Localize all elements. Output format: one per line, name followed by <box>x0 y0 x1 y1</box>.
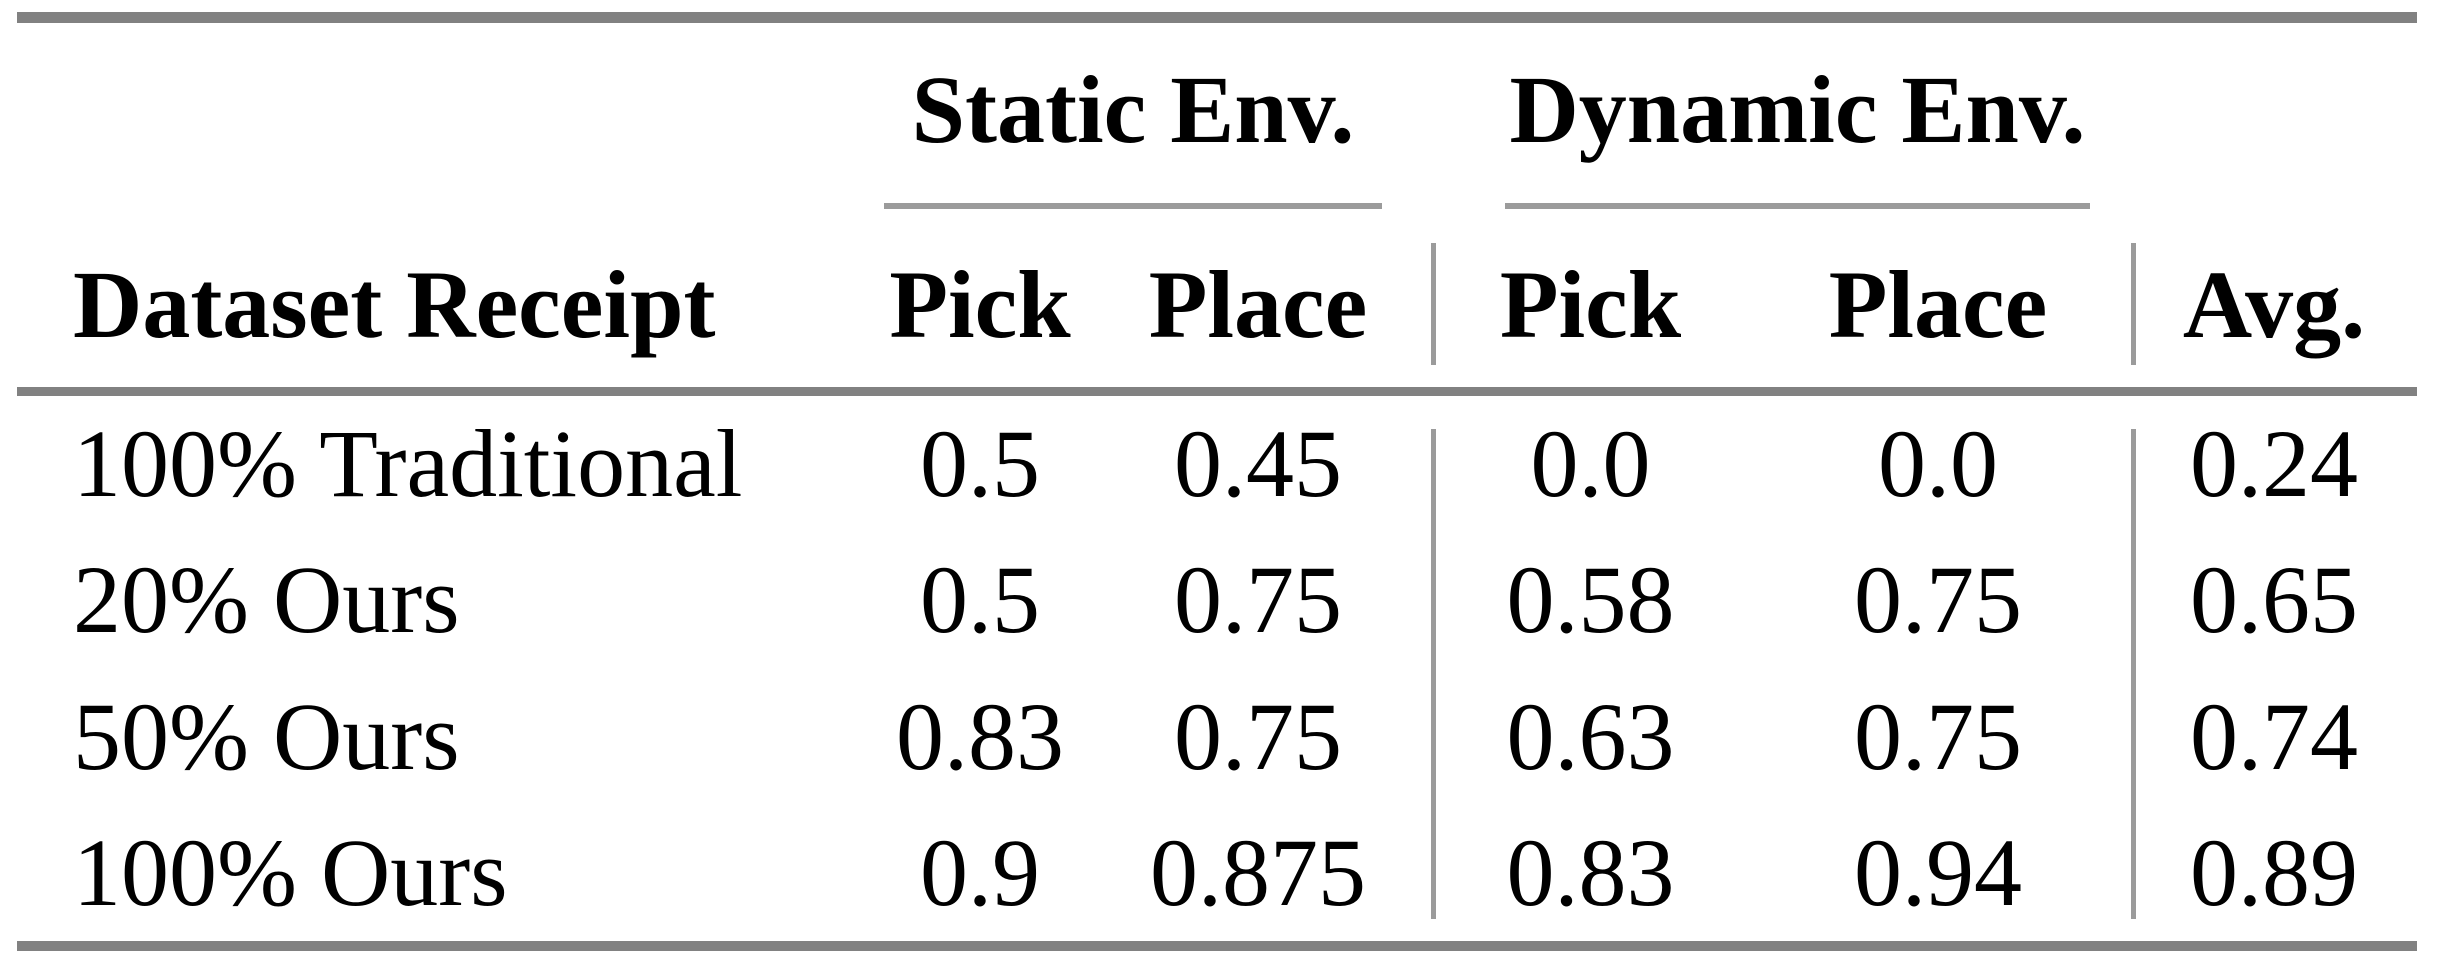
vertical-separator-dynamic-avg-body <box>2131 429 2136 919</box>
table-header-rule <box>17 387 2417 396</box>
table-cell-static-pick: 0.83 <box>896 682 1064 790</box>
column-header-static-pick: Pick <box>889 251 1071 358</box>
row-label: 100% Ours <box>73 818 508 926</box>
row-label: 20% Ours <box>73 546 460 654</box>
row-label: 50% Ours <box>73 682 460 790</box>
table-cell-dynamic-pick: 0.63 <box>1506 682 1675 790</box>
column-header-dataset-receipt: Dataset Receipt <box>73 251 716 358</box>
table-cell-dynamic-place: 0.0 <box>1878 410 1998 518</box>
table-cell-dynamic-pick: 0.58 <box>1506 546 1675 654</box>
vertical-separator-static-dynamic-body <box>1431 429 1436 919</box>
column-header-dynamic-pick: Pick <box>1499 251 1682 358</box>
column-header-avg: Avg. <box>2182 251 2366 358</box>
table-top-rule <box>17 12 2417 23</box>
table-body: 100% Traditional 0.5 0.45 0.0 0.0 0.24 2… <box>17 396 2417 941</box>
table-cell-dynamic-place: 0.75 <box>1854 546 2022 654</box>
group-header-dynamic-env: Dynamic Env. <box>1509 56 2086 163</box>
table-cell-avg: 0.24 <box>2190 410 2358 518</box>
table-cell-avg: 0.65 <box>2190 546 2358 654</box>
table-cell-dynamic-pick: 0.0 <box>1530 410 1651 518</box>
table-cell-dynamic-place: 0.75 <box>1854 682 2022 790</box>
table-cell-static-place: 0.875 <box>1150 818 1366 926</box>
table-cell-static-pick: 0.9 <box>920 818 1040 926</box>
dynamic-env-underline <box>1505 203 2090 209</box>
static-env-underline <box>884 203 1382 209</box>
table-cell-static-place: 0.75 <box>1174 682 1342 790</box>
vertical-separator-static-dynamic-header <box>1431 243 1436 365</box>
vertical-separator-dynamic-avg-header <box>2131 243 2136 365</box>
row-label: 100% Traditional <box>73 410 743 518</box>
table-cell-dynamic-pick: 0.83 <box>1506 818 1675 926</box>
table-cell-static-place: 0.75 <box>1174 546 1342 654</box>
table-cell-dynamic-place: 0.94 <box>1854 818 2022 926</box>
column-header-static-place: Place <box>1148 251 1368 358</box>
table-cell-static-place: 0.45 <box>1174 410 1342 518</box>
table-cell-static-pick: 0.5 <box>920 410 1040 518</box>
group-header-static-env: Static Env. <box>911 56 1355 163</box>
column-header-dynamic-place: Place <box>1828 251 2048 358</box>
table-cell-avg: 0.74 <box>2190 682 2358 790</box>
table-bottom-rule <box>17 941 2417 951</box>
table-cell-avg: 0.89 <box>2190 818 2358 926</box>
table-cell-static-pick: 0.5 <box>920 546 1040 654</box>
